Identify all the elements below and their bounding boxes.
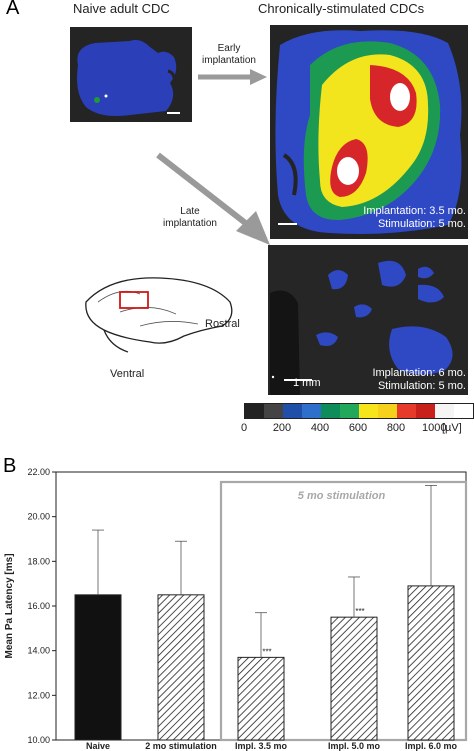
colorbar-tick-label: 400 xyxy=(310,422,330,434)
bar xyxy=(407,585,455,741)
colorbar xyxy=(244,403,474,419)
colorbar-swatch xyxy=(340,404,359,418)
colorbar-tick-label: 1000 xyxy=(422,422,447,434)
late-implantation-activation-map xyxy=(268,245,468,395)
bar xyxy=(74,594,122,741)
colorbar-swatch xyxy=(302,404,321,418)
y-axis-label: Mean Pa Latency [ms] xyxy=(4,553,15,658)
early-implantation-caption: Implantation: 3.5 mo. Stimulation: 5 mo. xyxy=(363,205,466,230)
early-arrow xyxy=(198,69,267,85)
naive-activation-map xyxy=(70,27,192,122)
colorbar-unit: [µV] xyxy=(442,422,462,434)
colorbar-ticks: 0 200 400 600 800 1000 [µV] xyxy=(232,422,474,436)
colorbar-swatch xyxy=(435,404,454,418)
bar xyxy=(330,616,378,741)
y-tick-label: 18.00 xyxy=(27,556,50,566)
y-tick-label: 20.00 xyxy=(27,512,50,522)
colorbar-tick-label: 600 xyxy=(348,422,368,434)
colorbar-swatch xyxy=(416,404,435,418)
latency-bar-chart: 10.00 12.00 14.00 16.00 18.00 20.00 22.00 Mean … xyxy=(4,467,468,751)
rostral-label: Rostral xyxy=(205,318,240,330)
late-implantation-label: Late implantation xyxy=(163,206,217,229)
colorbar-tick-label: 200 xyxy=(272,422,292,434)
x-tick-label: Naive xyxy=(86,741,110,751)
colorbar-swatch xyxy=(245,404,264,418)
late-implantation-caption: Implantation: 6 mo. Stimulation: 5 mo. xyxy=(372,367,466,392)
significance-marker: *** xyxy=(262,647,271,656)
colorbar-swatch xyxy=(283,404,302,418)
early-implantation-activation-map xyxy=(270,25,468,239)
significance-marker: *** xyxy=(355,607,364,616)
colorbar-swatch xyxy=(264,404,283,418)
chronic-title: Chronically-stimulated CDCs xyxy=(258,1,425,16)
panel-b-letter: B xyxy=(3,455,17,477)
colorbar-swatch xyxy=(359,404,378,418)
panel-a-letter: A xyxy=(6,0,20,19)
brain-sketch xyxy=(85,277,233,353)
bar xyxy=(237,656,285,741)
y-tick-label: 16.00 xyxy=(27,601,50,611)
y-tick-label: 14.00 xyxy=(27,646,50,656)
scale-bar-label: 1 mm xyxy=(293,377,321,389)
early-implantation-label: Early implantation xyxy=(202,43,256,66)
x-tick-label: Impl. 3.5 mo xyxy=(235,741,288,751)
y-tick-label: 10.00 xyxy=(27,735,50,745)
colorbar-tick-label: 800 xyxy=(386,422,406,434)
ventral-label: Ventral xyxy=(110,368,145,380)
x-tick-label: Impl. 6.0 mo xyxy=(405,741,458,751)
colorbar-tick-label: 0 xyxy=(240,422,248,434)
colorbar-swatch xyxy=(378,404,397,418)
y-tick-label: 12.00 xyxy=(27,690,50,700)
colorbar-swatch xyxy=(397,404,416,418)
y-tick-label: 22.00 xyxy=(27,467,50,477)
x-tick-label: 2 mo stimulation xyxy=(145,741,217,751)
late-arrow xyxy=(156,152,270,245)
colorbar-swatch xyxy=(454,404,473,418)
x-tick-label: Impl. 5.0 mo xyxy=(328,741,381,751)
naive-title: Naive adult CDC xyxy=(73,1,170,16)
bar xyxy=(157,594,205,741)
colorbar-swatch xyxy=(321,404,340,418)
group-box-label: 5 mo stimulation xyxy=(298,490,386,502)
